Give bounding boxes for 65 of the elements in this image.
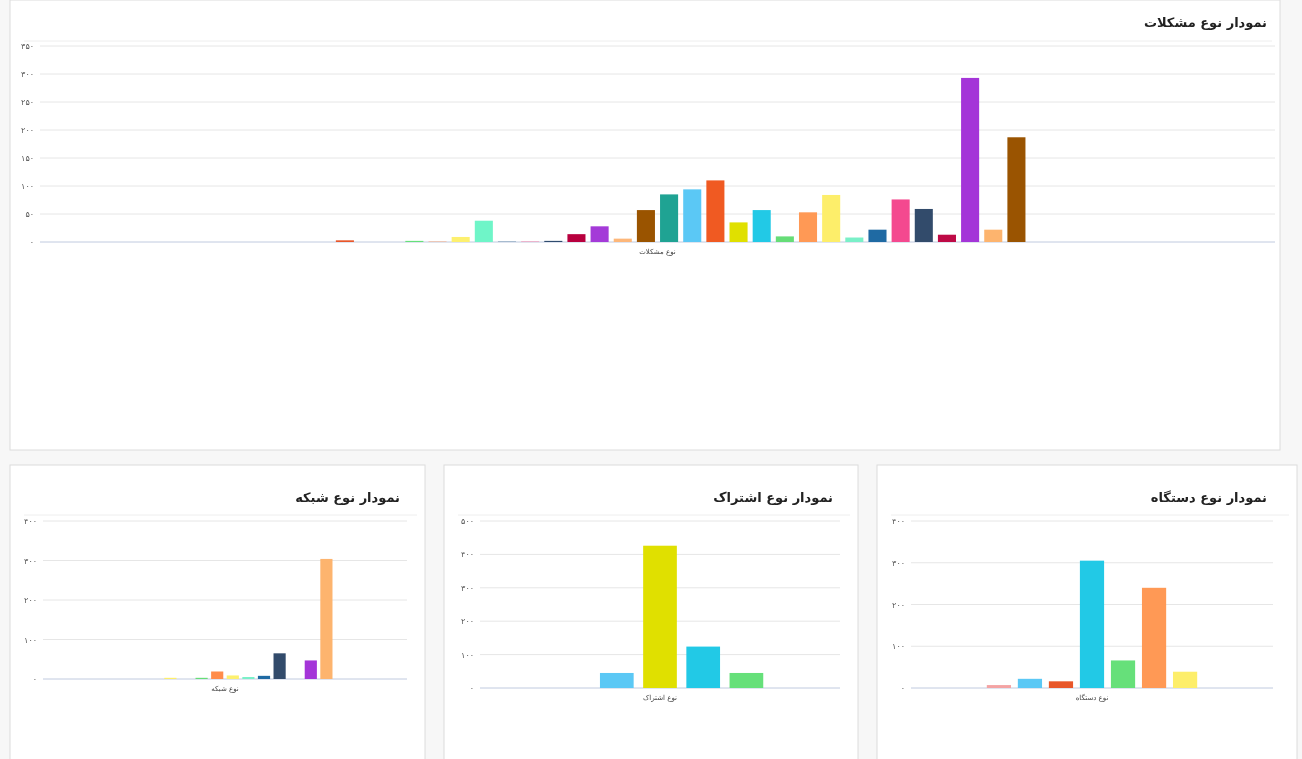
y-tick-label: ۲۰۰ (892, 600, 905, 610)
y-tick-label: ۳۰۰ (892, 558, 905, 568)
bar (984, 229, 1003, 242)
y-tick-label: ۲۵۰ (21, 98, 34, 107)
bar (1172, 671, 1198, 688)
bar (686, 646, 721, 688)
bar (660, 194, 679, 242)
bar (937, 234, 956, 242)
bar (961, 77, 980, 242)
y-tick-label: ۵۰ (25, 210, 34, 219)
y-tick-label: ۱۰۰ (892, 642, 905, 652)
bar (1017, 678, 1043, 688)
y-tick-label: ۴۰۰ (461, 550, 474, 560)
chart-title: نمودار نوع مشکلات (1143, 15, 1267, 30)
bar (822, 194, 841, 242)
y-tick-label: ۱۰۰ (24, 635, 37, 645)
y-tick-label: ۲۰۰ (461, 617, 474, 627)
y-tick-label: ۰ (32, 675, 37, 684)
y-tick-label: ۴۰۰ (24, 517, 37, 526)
bar (211, 671, 224, 679)
y-tick-label: ۰ (469, 684, 474, 693)
bar (474, 220, 493, 242)
bar (257, 675, 271, 679)
bar (1048, 681, 1074, 688)
chart-title: نمودار نوع دستگاه (1150, 490, 1267, 505)
bar (643, 545, 677, 688)
bar (451, 236, 470, 242)
y-tick-label: ۱۰۰ (461, 650, 474, 660)
y-tick-label: ۳۰۰ (24, 556, 37, 566)
bar (599, 672, 634, 688)
bar (304, 660, 317, 679)
bar (683, 189, 702, 242)
bar (729, 222, 748, 242)
bar (636, 210, 655, 242)
bar (320, 558, 333, 679)
y-tick-label: ۱۵۰ (21, 154, 34, 163)
bar (567, 234, 586, 242)
y-tick-label: ۳۰۰ (21, 70, 34, 79)
bar (590, 226, 609, 242)
y-tick-label: ۲۰۰ (24, 596, 37, 605)
bar (775, 236, 794, 242)
y-tick-label: ۳۰۰ (461, 583, 474, 593)
bar (986, 685, 1012, 688)
chart-title: نمودار نوع اشتراک (713, 490, 833, 505)
y-tick-label: ۴۰۰ (892, 517, 905, 526)
bar (226, 675, 239, 679)
bar (273, 653, 286, 679)
y-tick-label: ۰ (900, 684, 905, 693)
y-tick-label: ۱۰۰ (21, 182, 34, 191)
y-tick-label: ۲۰۰ (21, 126, 34, 135)
bar (891, 199, 910, 242)
y-tick-label: ۳۵۰ (21, 42, 34, 51)
bar (914, 208, 933, 242)
bar (706, 180, 725, 242)
bar (752, 210, 771, 242)
y-tick-label: ۵۰۰ (461, 517, 474, 526)
bar (1141, 587, 1167, 688)
bar (798, 212, 818, 242)
bar (729, 672, 764, 688)
bar (1079, 560, 1105, 688)
bar (1007, 137, 1026, 242)
bar (1110, 660, 1136, 688)
bar (868, 229, 887, 242)
y-tick-label: ۰ (29, 238, 34, 247)
chart-title: نمودار نوع شبکه (295, 490, 400, 505)
